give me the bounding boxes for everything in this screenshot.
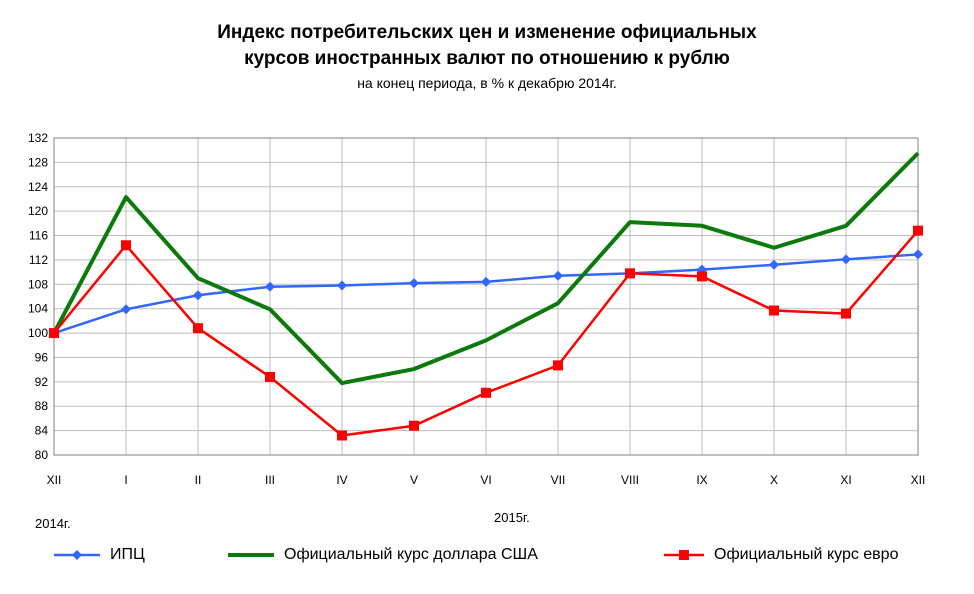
y-tick-label: 100 <box>28 326 48 340</box>
legend-item-usd: Официальный курс доллара США <box>226 546 538 564</box>
y-tick-label: 96 <box>35 350 49 364</box>
series-line-usd <box>52 151 920 386</box>
x-tick-label: V <box>410 473 418 487</box>
line-chart: 8084889296100104108112116120124128132XII… <box>28 131 926 487</box>
year-label-2015: 2015г. <box>494 510 530 525</box>
data-point-eur <box>697 271 707 282</box>
x-tick-label: IV <box>336 473 347 487</box>
y-tick-label: 80 <box>35 448 49 462</box>
legend-label-eur: Официальный курс евро <box>714 546 899 563</box>
legend-marker-eur <box>664 550 704 560</box>
data-point-cpi <box>913 249 923 260</box>
data-point-cpi <box>265 281 275 292</box>
y-tick-label: 112 <box>29 253 48 267</box>
y-tick-label: 84 <box>35 424 49 438</box>
data-point-eur <box>481 387 491 398</box>
y-tick-label: 120 <box>28 204 48 218</box>
x-tick-label: X <box>770 473 778 487</box>
chart-title: Индекс потребительских цен и изменение о… <box>217 22 757 69</box>
y-tick-label: 116 <box>29 229 48 243</box>
chart-subtitle: на конец периода, в % к декабрю 2014г. <box>357 75 617 91</box>
legend-label-cpi: ИПЦ <box>110 546 145 563</box>
x-tick-label: II <box>195 473 202 487</box>
data-point-cpi <box>193 290 203 301</box>
x-tick-label: I <box>124 473 127 487</box>
legend-item-eur: Официальный курс евро <box>662 546 898 564</box>
data-point-eur <box>913 225 923 236</box>
y-tick-label: 132 <box>28 131 48 145</box>
x-tick-label: III <box>265 473 275 487</box>
x-tick-label: XII <box>47 473 62 487</box>
legend-label-usd: Официальный курс доллара США <box>284 546 538 563</box>
data-point-cpi <box>841 254 851 265</box>
y-tick-label: 104 <box>28 302 48 316</box>
x-tick-label: IX <box>696 473 707 487</box>
data-point-eur <box>769 305 779 316</box>
x-tick-label: XII <box>911 473 926 487</box>
y-tick-label: 92 <box>35 375 49 389</box>
data-point-eur <box>49 328 59 339</box>
x-tick-label: VII <box>551 473 566 487</box>
data-point-cpi <box>481 276 491 287</box>
data-point-eur <box>409 420 419 431</box>
x-tick-label: VI <box>480 473 491 487</box>
year-label-2014: 2014г. <box>35 516 71 531</box>
data-point-cpi <box>337 280 347 291</box>
plot-area-border <box>53 137 919 456</box>
data-point-eur <box>625 268 635 279</box>
x-tick-label: VIII <box>621 473 639 487</box>
x-tick-label: XI <box>840 473 851 487</box>
legend-item-cpi: ИПЦ <box>52 546 145 564</box>
y-tick-label: 124 <box>28 180 48 194</box>
data-point-eur <box>841 308 851 319</box>
data-point-cpi <box>121 304 131 315</box>
data-point-eur <box>121 240 131 251</box>
data-point-eur <box>265 371 275 382</box>
data-point-eur <box>337 430 347 441</box>
data-point-cpi <box>553 270 563 281</box>
data-point-eur <box>553 360 563 371</box>
y-tick-label: 128 <box>28 155 48 169</box>
data-point-eur <box>193 323 203 334</box>
title-block: Индекс потребительских цен и изменение о… <box>0 20 974 92</box>
data-point-cpi <box>769 259 779 270</box>
y-tick-label: 108 <box>28 277 48 291</box>
y-tick-label: 88 <box>35 399 49 413</box>
data-point-cpi <box>409 278 419 289</box>
legend-marker-cpi <box>54 550 100 560</box>
legend-marker-usd <box>228 553 274 557</box>
